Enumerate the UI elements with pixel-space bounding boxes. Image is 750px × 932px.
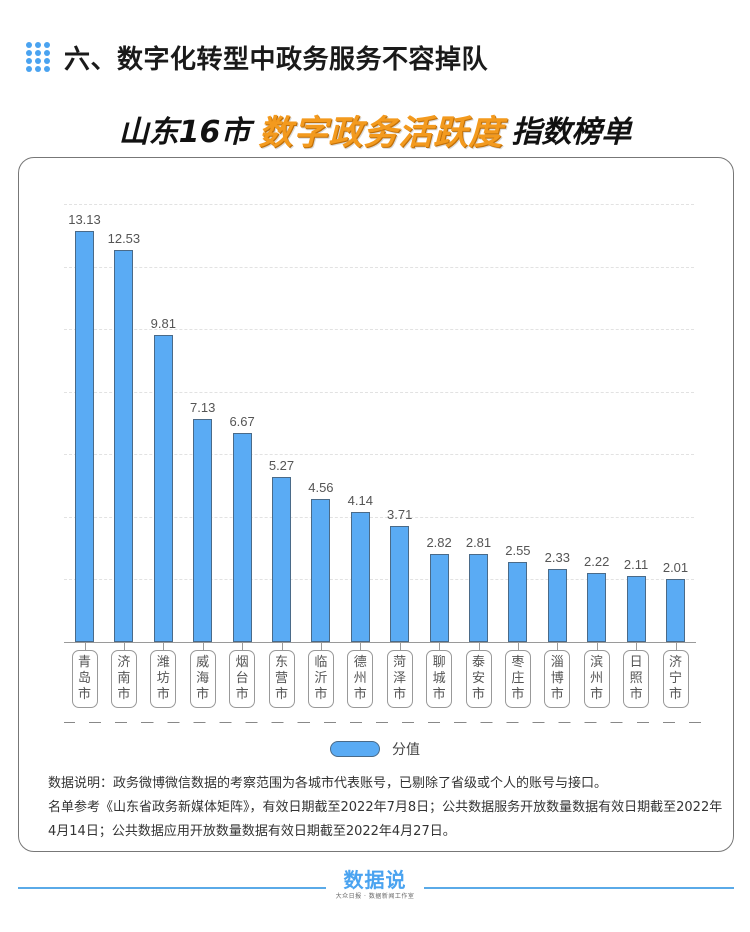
banner-part-3: 指数榜单 [511, 115, 632, 150]
chart-legend: 分值 [0, 739, 750, 759]
footer-divider-right [424, 887, 734, 889]
legend-label: 分值 [392, 742, 420, 758]
banner-part-1: 山东16市 [118, 115, 251, 150]
data-notes: 数据说明：政务微博微信数据的考察范围为各城市代表账号，已剔除了省级或个人的账号与… [48, 772, 728, 844]
footer-logo: 数据说 大众日报 · 数据新闻工作室 [330, 868, 420, 901]
footer-divider-left [18, 887, 326, 889]
chart-bottom-divider [64, 722, 704, 723]
dots-grid-icon [26, 42, 50, 72]
chart-card [18, 157, 734, 852]
chart-banner-title: 山东16市 数字政务活跃度 指数榜单 [0, 106, 750, 153]
legend-swatch [330, 741, 380, 757]
section-title: 六、数字化转型中政务服务不容掉队 [64, 44, 489, 75]
logo-subtext: 大众日报 · 数据新闻工作室 [335, 893, 415, 900]
notes-line-1: 数据说明：政务微博微信数据的考察范围为各城市代表账号，已剔除了省级或个人的账号与… [48, 776, 608, 791]
banner-part-highlight: 数字政务活跃度 [258, 112, 504, 153]
section-header: 六、数字化转型中政务服务不容掉队 [26, 40, 489, 75]
logo-text: 数据说 [343, 868, 407, 892]
notes-line-2: 名单参考《山东省政务新媒体矩阵》，有效日期截至2022年7月8日；公共数据服务开… [48, 800, 723, 839]
